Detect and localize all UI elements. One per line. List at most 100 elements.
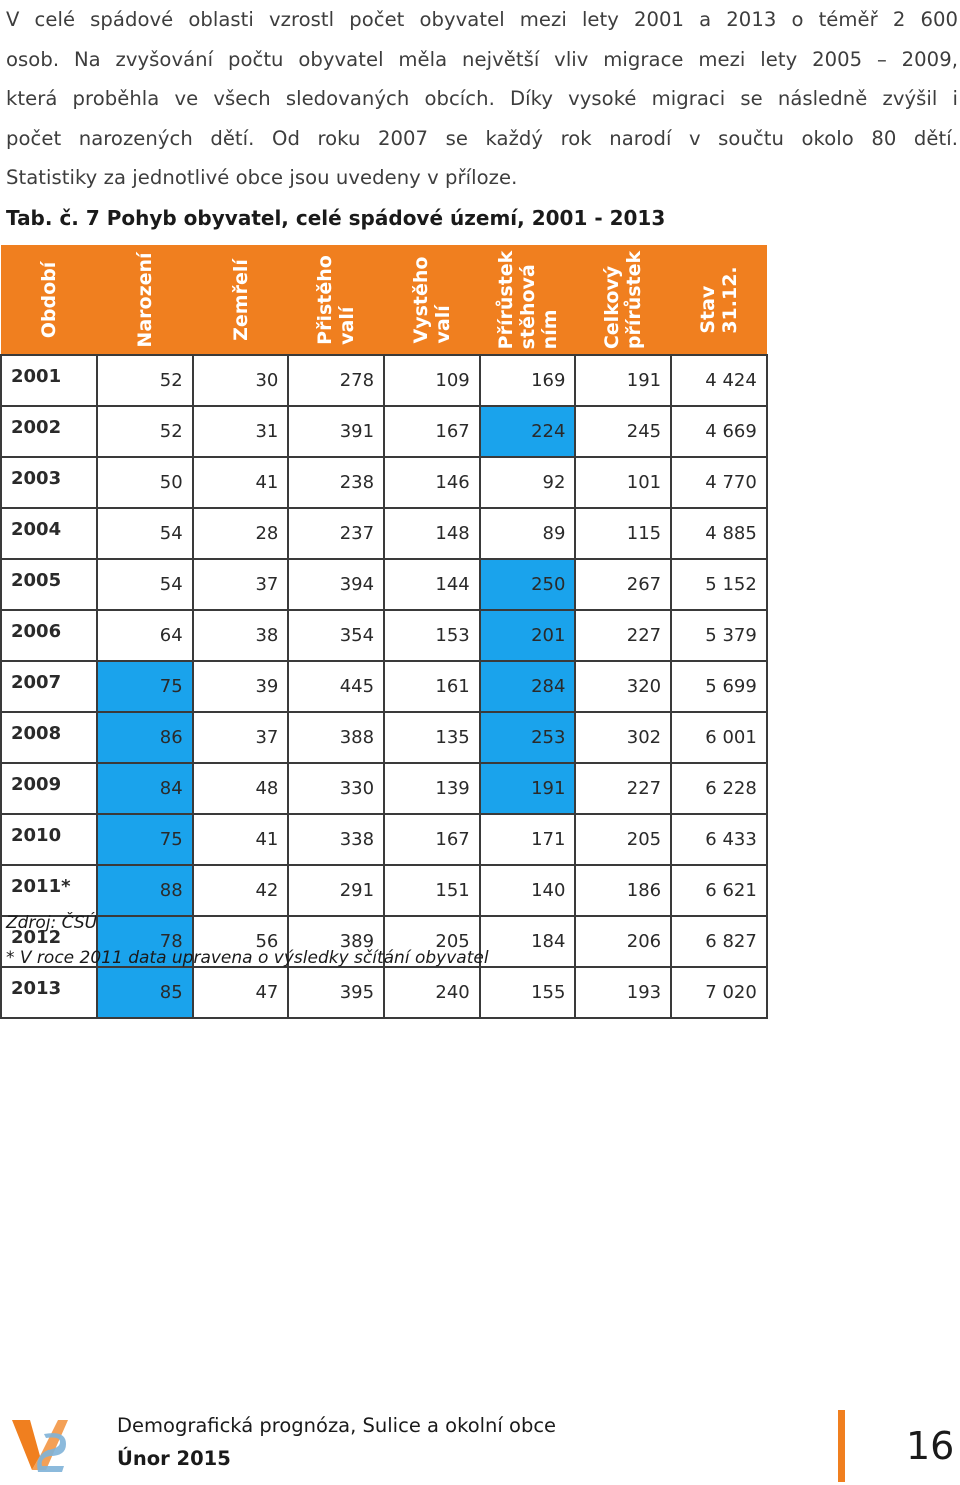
table-cell: 144 (383, 558, 481, 611)
column-header-label: Přírůstek stěhová ním (494, 250, 561, 350)
column-header: Vystěho valí (383, 245, 481, 356)
year-cell: 2012 (0, 915, 98, 968)
table-cell: 42 (191, 864, 290, 917)
year-cell: 2011* (0, 864, 98, 917)
table-row: 2011* 88 42 291 151 140 186 6 621 (0, 864, 768, 917)
table-row: 2009 84 48 330 139 191 227 6 228 (0, 762, 768, 815)
table-cell: 201 (478, 609, 577, 662)
table-body: 2001 52 30 278 109 169 191 4 424 2002 52 31 391 167 2… (0, 354, 768, 1019)
column-header-label: Období (38, 261, 60, 339)
table-cell: 167 (383, 405, 481, 458)
table-row: 2013 85 47 395 240 155 193 7 020 (0, 966, 768, 1019)
column-header-label: Přistěho valí (314, 255, 359, 345)
table-cell: 238 (287, 456, 386, 509)
table-cell: 330 (287, 762, 386, 815)
table-cell: 394 (287, 558, 386, 611)
table-cell: 151 (383, 864, 481, 917)
table-cell: 320 (574, 660, 673, 713)
table-cell: 56 (191, 915, 290, 968)
table-cell: 205 (383, 915, 481, 968)
table-cell: 153 (383, 609, 481, 662)
year-cell: 2001 (0, 354, 98, 407)
year-cell: 2005 (0, 558, 98, 611)
table-cell: 267 (574, 558, 673, 611)
table-cell: 284 (478, 660, 577, 713)
table-cell: 47 (191, 966, 290, 1019)
column-header: Celkový přírůstek (574, 245, 672, 356)
footer-title: Demografická prognóza, Sulice a okolní o… (117, 1414, 557, 1437)
table-cell: 250 (478, 558, 577, 611)
table-cell: 38 (191, 609, 290, 662)
table-cell: 291 (287, 864, 386, 917)
table-cell: 139 (383, 762, 481, 815)
table-cell: 31 (191, 405, 290, 458)
table-cell: 5 699 (670, 660, 768, 713)
table-cell: 169 (478, 354, 577, 407)
year-cell: 2008 (0, 711, 98, 764)
paragraph-line: počet narozených dětí. Od roku 2007 se k… (6, 126, 958, 150)
table-cell: 140 (478, 864, 577, 917)
table-cell: 240 (383, 966, 481, 1019)
table-cell: 75 (96, 660, 194, 713)
table-cell: 4 669 (670, 405, 768, 458)
page-number: 16 (906, 1424, 955, 1468)
table-cell: 155 (478, 966, 577, 1019)
footer-divider (838, 1410, 845, 1482)
table-cell: 37 (191, 711, 290, 764)
table-cell: 41 (191, 456, 290, 509)
table-cell: 354 (287, 609, 386, 662)
table-cell: 85 (96, 966, 194, 1019)
footnote: * V roce 2011 data upravena o výsledky s… (6, 948, 489, 968)
table-cell: 227 (574, 762, 673, 815)
table-cell: 54 (96, 507, 194, 560)
column-header-label: Zemřelí (229, 259, 252, 341)
table-cell: 5 152 (670, 558, 768, 611)
table-cell: 227 (574, 609, 673, 662)
table-cell: 186 (574, 864, 673, 917)
table-cell: 84 (96, 762, 194, 815)
table-cell: 191 (478, 762, 577, 815)
footer-date: Únor 2015 (117, 1447, 231, 1470)
table-row: 2007 75 39 445 161 284 320 5 699 (0, 660, 768, 713)
table-cell: 6 827 (670, 915, 768, 968)
table-row: 2010 75 41 338 167 171 205 6 433 (0, 813, 768, 866)
table-row: 2012 78 56 389 205 184 206 6 827 (0, 915, 768, 968)
column-header: Zemřelí (192, 245, 289, 356)
table-row: 2003 50 41 238 146 92 101 4 770 (0, 456, 768, 509)
column-header-label: Vystěho valí (409, 256, 454, 344)
table-cell: 4 424 (670, 354, 768, 407)
table-cell: 4 885 (670, 507, 768, 560)
year-cell: 2010 (0, 813, 98, 866)
table-header-row: Období Narození Zemřelí Přistěho valí Vystěh… (0, 245, 768, 356)
source-note: Zdroj: ČSÚ (6, 913, 98, 933)
year-cell: 2013 (0, 966, 98, 1019)
paragraph-line: Statistiky za jednotlivé obce jsou uvede… (6, 166, 518, 189)
table-cell: 391 (287, 405, 386, 458)
column-header: Narození (96, 245, 194, 356)
paragraph-line: která proběhla ve všech sledovaných obcí… (6, 87, 958, 110)
table-cell: 6 228 (670, 762, 768, 815)
table-cell: 184 (478, 915, 577, 968)
year-cell: 2009 (0, 762, 98, 815)
table-cell: 245 (574, 405, 673, 458)
table-cell: 193 (574, 966, 673, 1019)
column-header: Přistěho valí (287, 245, 385, 356)
table-cell: 89 (478, 507, 577, 560)
column-header-label: Celkový přírůstek (601, 250, 646, 350)
table-cell: 389 (287, 915, 386, 968)
table-cell: 28 (191, 507, 290, 560)
table-cell: 6 001 (670, 711, 768, 764)
vs-logo-icon (10, 1416, 70, 1474)
table-row: 2006 64 38 354 153 201 227 5 379 (0, 609, 768, 662)
table-row: 2004 54 28 237 148 89 115 4 885 (0, 507, 768, 560)
table-cell: 6 433 (670, 813, 768, 866)
year-cell: 2004 (0, 507, 98, 560)
table-cell: 86 (96, 711, 194, 764)
table-row: 2002 52 31 391 167 224 245 4 669 (0, 405, 768, 458)
table-cell: 171 (478, 813, 577, 866)
intro-paragraph: V celé spádové oblasti vzrostl počet oby… (6, 0, 958, 198)
table-cell: 109 (383, 354, 481, 407)
year-cell: 2006 (0, 609, 98, 662)
table-cell: 64 (96, 609, 194, 662)
table-row: 2001 52 30 278 109 169 191 4 424 (0, 354, 768, 407)
